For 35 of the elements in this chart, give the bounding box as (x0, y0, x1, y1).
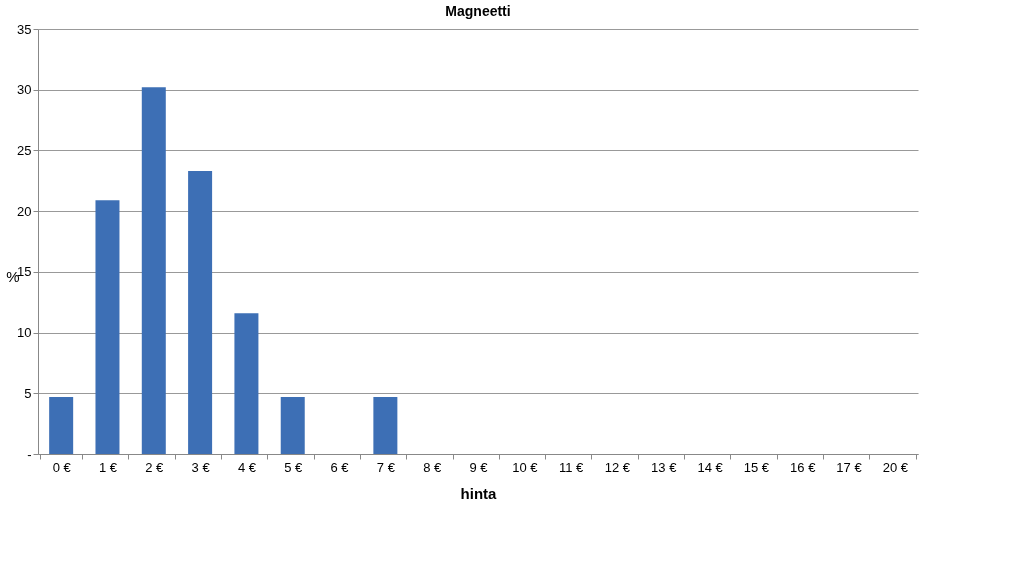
x-tick-label: 9 € (469, 459, 489, 475)
x-tick-label: 16 € (790, 459, 817, 475)
bar (95, 200, 120, 454)
y-tick-label: 5 (24, 385, 32, 401)
y-tick-label: 30 (17, 82, 32, 98)
x-tick-label: 7 € (376, 459, 396, 475)
x-tick-label: 11 € (558, 459, 585, 475)
x-tick-label: 20 € (882, 459, 909, 475)
x-tick-label: 5 € (284, 459, 304, 475)
x-tick-label: 1 € (98, 459, 118, 475)
bar (234, 313, 259, 454)
x-tick-label: 3 € (191, 459, 211, 475)
x-tick-label: 8 € (423, 459, 442, 475)
y-tick-label: 35 (17, 21, 32, 37)
x-tick-label: 0 € (52, 459, 72, 475)
x-tick-label: 14 € (697, 459, 724, 475)
y-tick-label: 20 (17, 203, 32, 219)
x-tick-label: 13 € (651, 459, 678, 475)
x-tick-label: 4 € (237, 459, 257, 475)
bar (141, 87, 166, 454)
bar (373, 396, 398, 454)
y-tick-label: 25 (17, 142, 32, 158)
bar (280, 396, 305, 454)
chart-title: Magneetti (445, 3, 511, 19)
bar (49, 396, 74, 454)
x-axis-title: hinta (460, 484, 498, 502)
y-tick-label: 10 (17, 325, 32, 341)
y-tick-label: - (27, 446, 32, 462)
x-tick-label: 2 € (145, 459, 165, 475)
x-tick-label: 10 € (512, 459, 539, 475)
bar (188, 171, 213, 454)
x-tick-label: 6 € (330, 459, 350, 475)
x-tick-label: 12 € (604, 459, 631, 475)
x-tick-label: 17 € (836, 459, 863, 475)
x-tick-label: 15 € (743, 459, 770, 475)
